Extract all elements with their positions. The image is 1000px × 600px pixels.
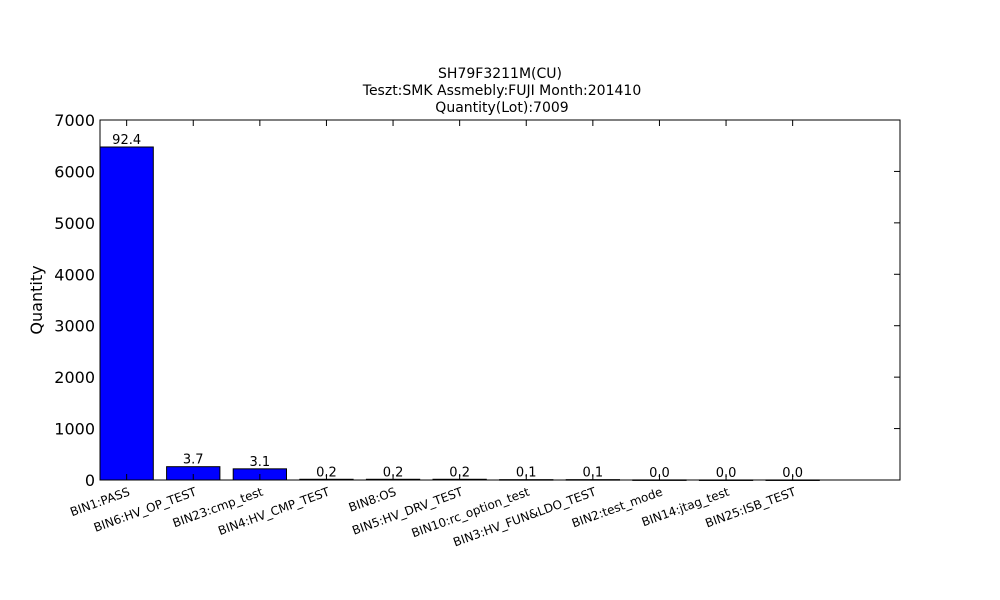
bar-data-label: 0.0 [716, 466, 737, 481]
bar-data-label: 0.2 [383, 465, 404, 480]
chart-title: SH79F3211M(CU) Teszt:SMK Assmebly:FUJI M… [362, 66, 641, 116]
x-tick-label: BIN5:HV_DRV_TEST [350, 484, 465, 537]
chart-title-line-2: Teszt:SMK Assmebly:FUJI Month:201410 [362, 83, 641, 99]
y-tick-label: 7000 [54, 111, 95, 130]
y-tick-label: 4000 [54, 265, 95, 284]
y-tick-label: 6000 [54, 162, 95, 181]
y-tick-label: 2000 [54, 368, 95, 387]
y-tick-label: 5000 [54, 214, 95, 233]
y-axis-ticks: 0 1000 2000 3000 4000 5000 6000 7000 [54, 111, 900, 490]
plot-area-frame [99, 119, 901, 481]
bar-data-label: 3.1 [250, 455, 271, 470]
bar [99, 146, 154, 481]
y-tick-label: 3000 [54, 317, 95, 336]
chart-title-line-1: SH79F3211M(CU) [438, 66, 562, 82]
x-tick-label: BIN4:HV_CMP_TEST [216, 484, 332, 538]
bar-data-label: 0.0 [782, 466, 803, 481]
bar-data-label: 0.2 [449, 465, 470, 480]
y-tick-label: 1000 [54, 420, 95, 439]
bar-data-label: 0.1 [516, 466, 537, 481]
bar-data-label: 0.2 [316, 465, 337, 480]
y-tick-label: 0 [85, 471, 95, 490]
bar-data-labels: 92.4 3.7 3.1 0.2 0.2 0.2 0.1 0.1 0.0 0.0 0.0 [112, 133, 803, 481]
x-axis-ticks: BIN1:PASSBIN6:HV_OP_TESTBIN23:cmp_testBI… [68, 120, 798, 549]
bar-data-label: 92.4 [112, 133, 141, 148]
chart-title-line-3: Quantity(Lot):7009 [435, 100, 568, 116]
y-axis-label: Quantity [27, 265, 46, 334]
bar-data-label: 3.7 [183, 453, 204, 468]
bar-series [99, 146, 820, 481]
bar-data-label: 0.1 [583, 466, 604, 481]
bar-data-label: 0.0 [649, 466, 670, 481]
